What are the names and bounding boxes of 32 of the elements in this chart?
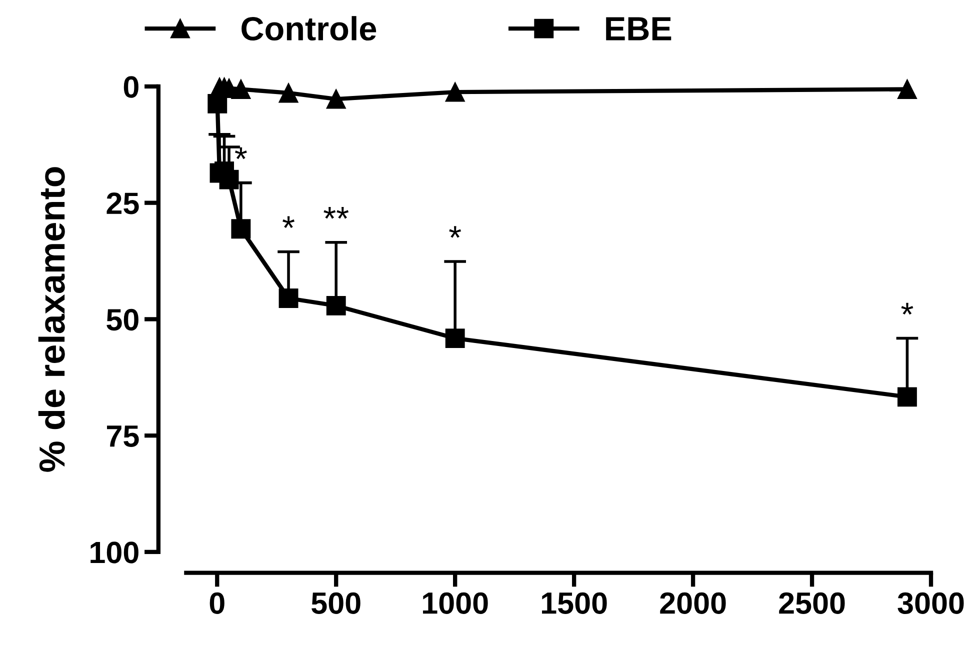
point (897, 80, 917, 99)
legend-label: EBE (606, 17, 672, 40)
x-tick-label: 3000 (898, 592, 964, 614)
point (231, 80, 251, 99)
y-tick-label: 100 (90, 542, 138, 564)
x-tick-label: 1000 (423, 592, 488, 614)
point (326, 296, 346, 316)
y-tick-label: 50 (106, 308, 138, 331)
x-tick-label: 0 (210, 592, 224, 614)
annotation: * (234, 147, 247, 160)
annotation: * (449, 226, 462, 238)
point (445, 328, 465, 348)
point (897, 387, 917, 407)
x-tick-label: 2000 (660, 592, 726, 614)
x-tick-label: 500 (312, 592, 360, 614)
point (326, 89, 346, 109)
x-tick-label: 1500 (542, 592, 607, 614)
x-tick-label: 2500 (779, 592, 845, 614)
y-tick-label: 25 (106, 192, 139, 214)
point (219, 170, 239, 190)
point (231, 219, 251, 239)
legend-label: Controle (242, 16, 376, 41)
point (278, 288, 298, 308)
annotation: ** (324, 206, 349, 219)
y-axis-title: % de relaxamento (38, 167, 65, 472)
point (445, 82, 465, 102)
point (208, 94, 228, 114)
point (278, 83, 298, 103)
annotation: * (282, 216, 294, 228)
y-tick-label: 0 (124, 76, 138, 98)
annotation: * (901, 302, 914, 315)
y-tick-label: 75 (107, 426, 139, 447)
